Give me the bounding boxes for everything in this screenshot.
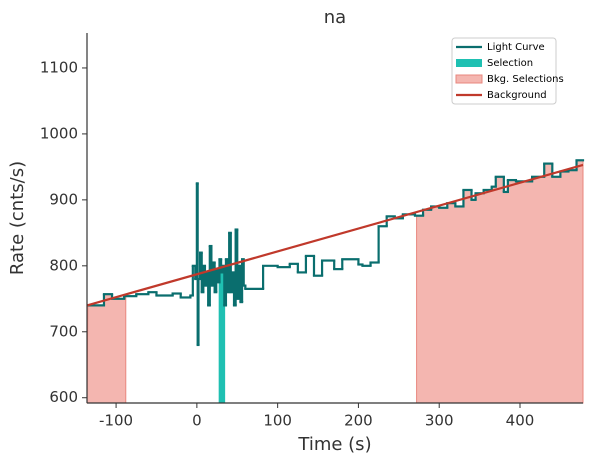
y-tick-label: 600 xyxy=(49,388,78,406)
y-tick-label: 800 xyxy=(49,256,78,274)
x-tick-label: -100 xyxy=(99,412,133,430)
legend-box xyxy=(451,37,557,105)
bkg-selections-region xyxy=(86,293,127,404)
x-tick-label: 0 xyxy=(192,412,202,430)
legend-swatch xyxy=(455,74,483,84)
chart-title: na xyxy=(324,7,346,28)
x-tick-label: 100 xyxy=(263,412,292,430)
x-tick-label: 400 xyxy=(506,412,535,430)
legend-label: Light Curve xyxy=(487,42,545,53)
y-tick-label: 700 xyxy=(49,322,78,340)
y-axis-label: Rate (cnts/s) xyxy=(7,161,28,275)
x-axis-label: Time (s) xyxy=(297,434,371,455)
legend-label: Background xyxy=(487,90,547,101)
y-tick-label: 1100 xyxy=(40,58,78,76)
background-line xyxy=(86,163,584,307)
y-tick-label: 1000 xyxy=(40,124,78,142)
bkg-selections-region xyxy=(416,159,584,404)
x-tick-label: 300 xyxy=(425,412,454,430)
legend-label: Bkg. Selections xyxy=(487,74,564,85)
x-tick-label: 200 xyxy=(344,412,373,430)
legend-swatch xyxy=(456,59,482,67)
y-tick-label: 900 xyxy=(49,190,78,208)
legend-label: Selection xyxy=(487,58,533,69)
